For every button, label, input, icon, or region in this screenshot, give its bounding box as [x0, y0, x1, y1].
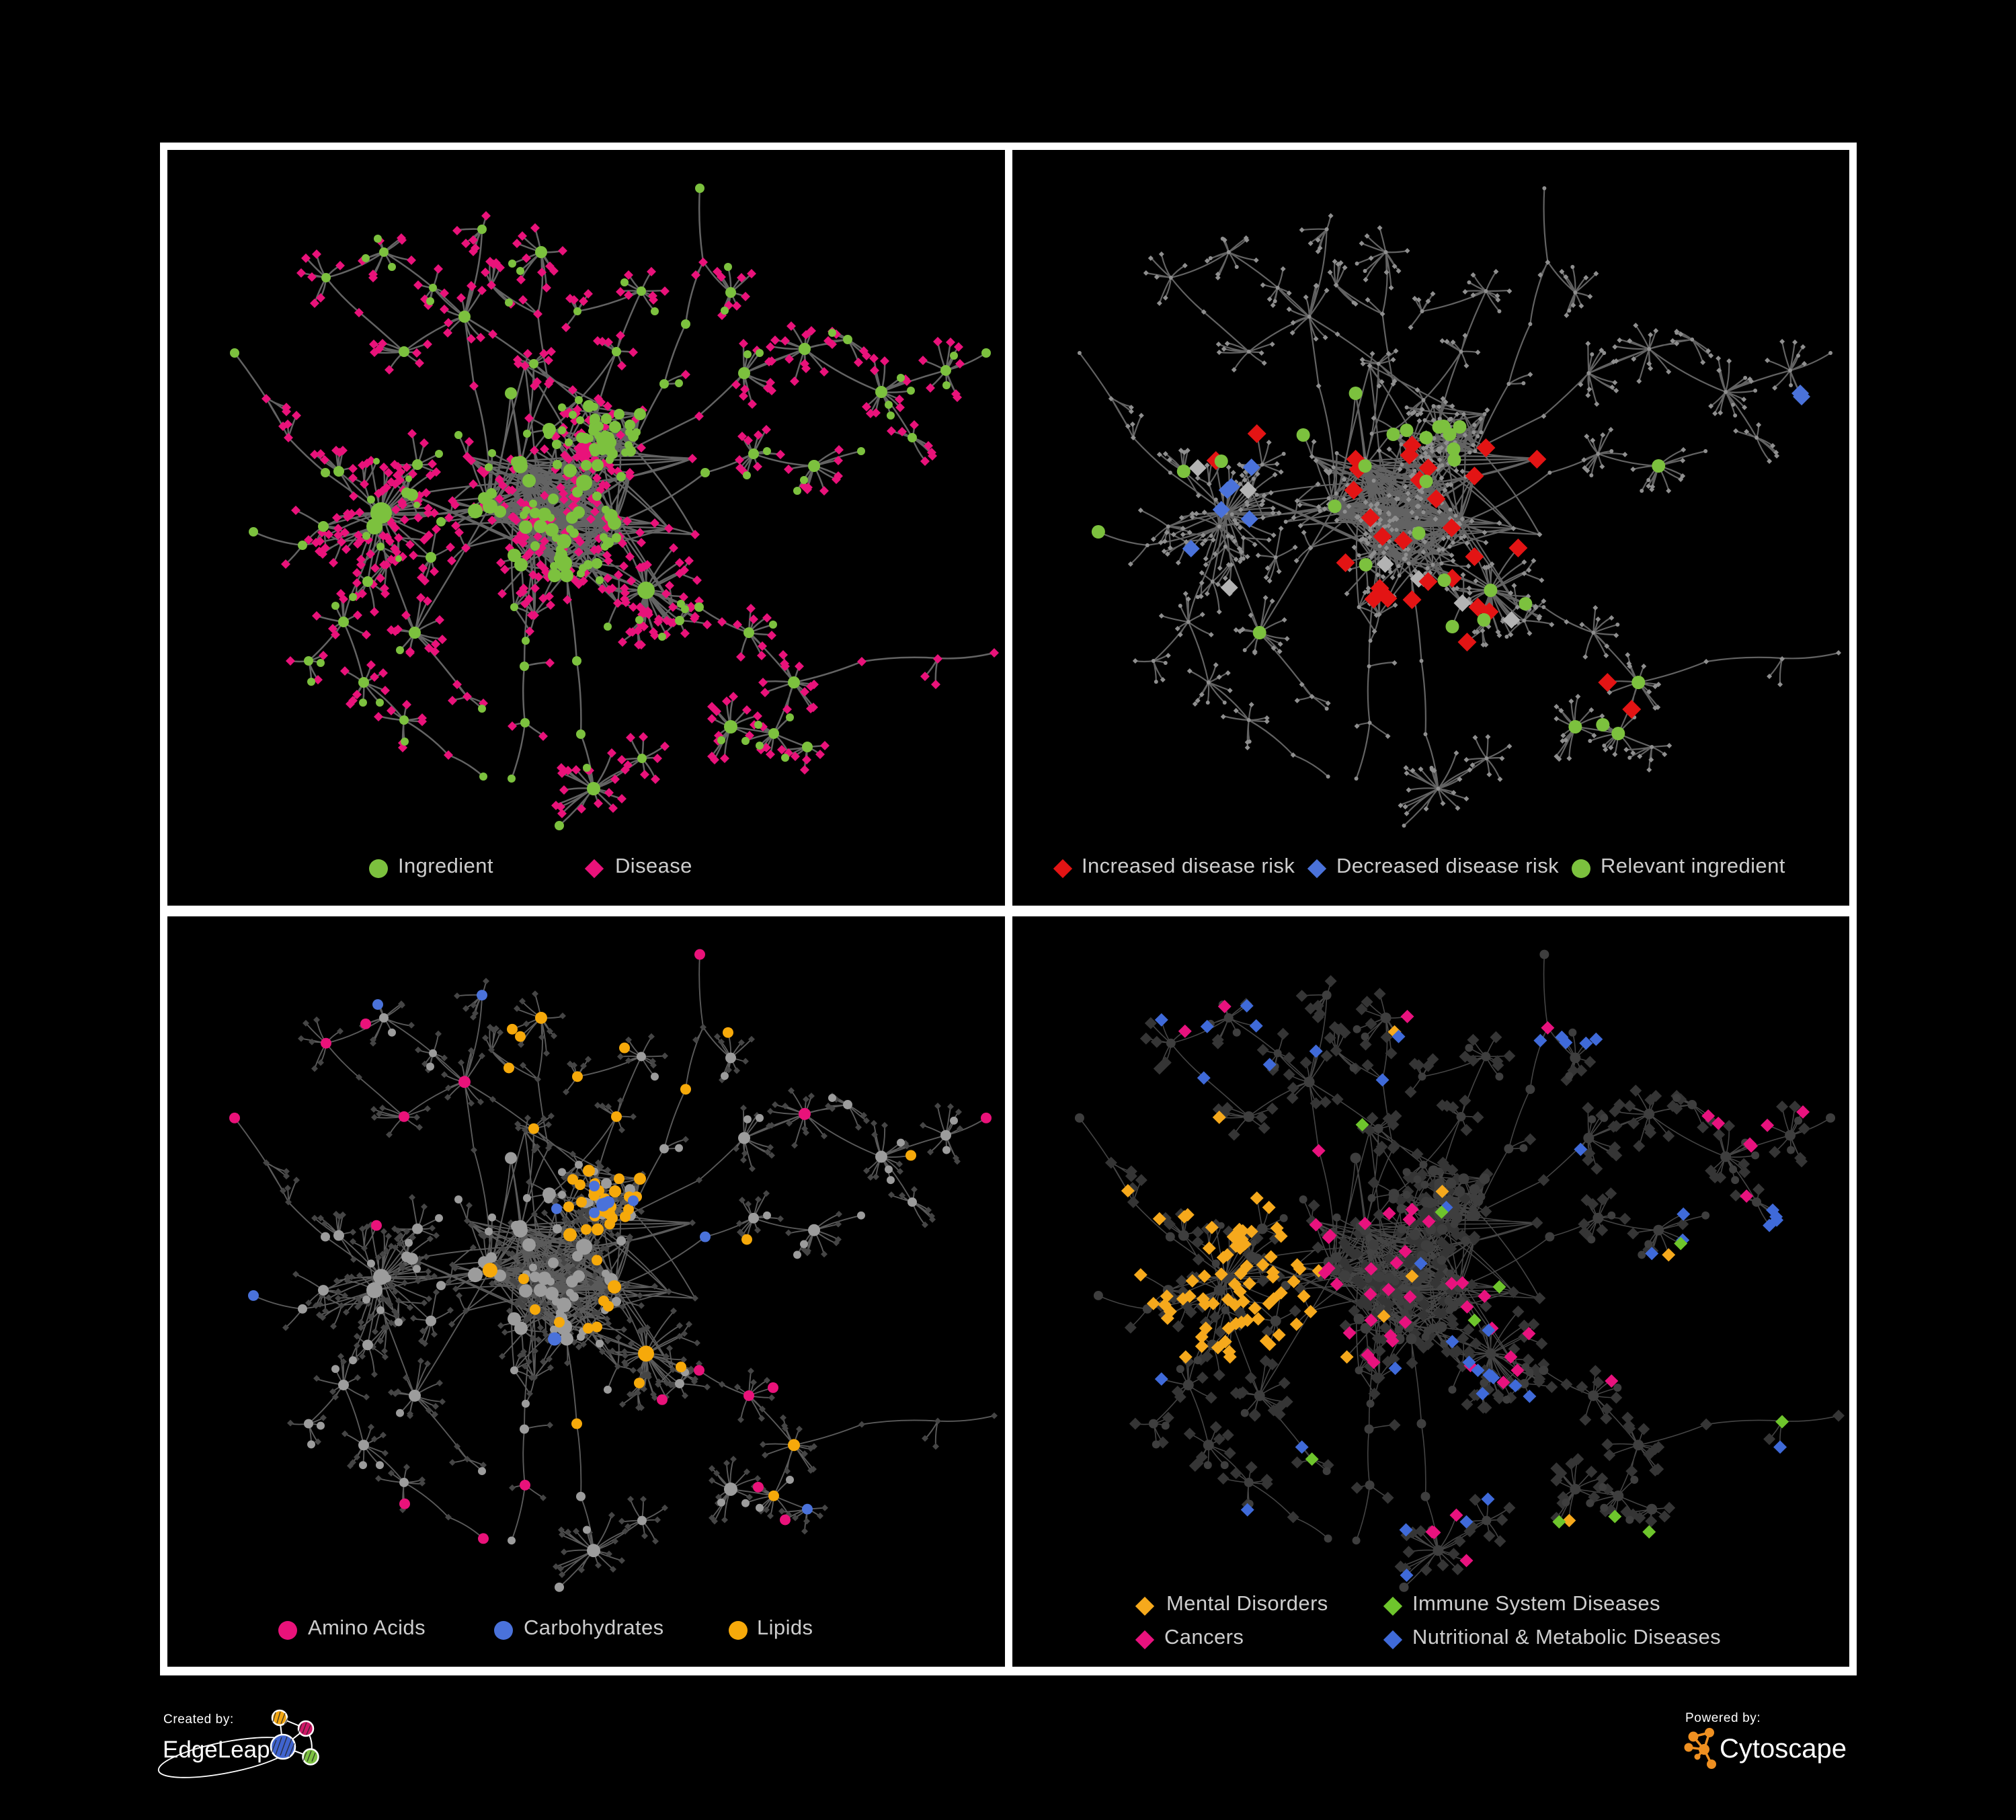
svg-text:Cytoscape: Cytoscape — [1720, 1734, 1847, 1764]
svg-text:EdgeLeap: EdgeLeap — [163, 1737, 270, 1763]
svg-text:Powered by:: Powered by: — [1685, 1711, 1761, 1725]
svg-text:Created by:: Created by: — [163, 1712, 234, 1727]
